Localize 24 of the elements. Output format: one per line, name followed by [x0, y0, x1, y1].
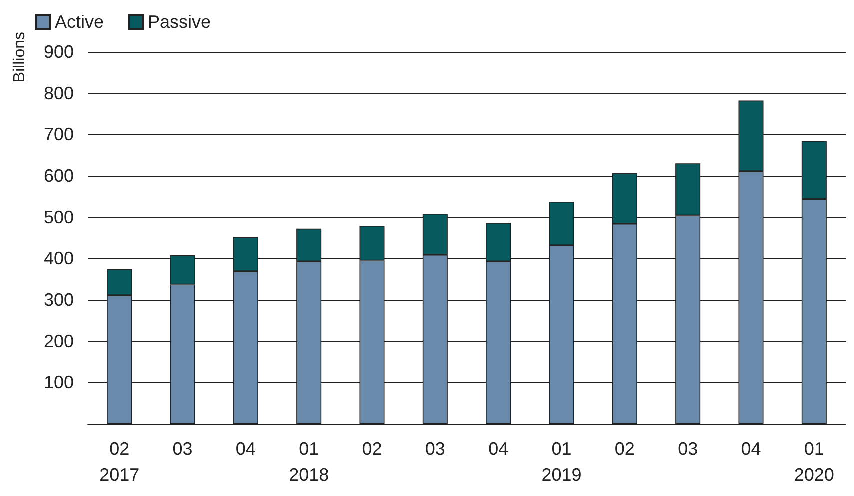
x-tick-label: 04 — [236, 439, 256, 459]
x-tick-label: 02 2017 — [100, 439, 140, 485]
x-tick-label: 03 — [425, 439, 446, 459]
x-tick-label: 01 2019 — [542, 439, 582, 485]
y-tick-label: 100 — [44, 372, 74, 393]
x-tick-label: 04 — [741, 439, 762, 459]
y-tick-label: 300 — [44, 290, 74, 310]
y-tick-label: 200 — [44, 331, 74, 352]
x-tick-label: 04 — [488, 439, 509, 459]
y-tick-label: 800 — [44, 83, 74, 104]
legend-label: Passive — [148, 12, 212, 32]
x-tick-label: 01 2018 — [289, 439, 330, 485]
y-tick-label: 600 — [44, 166, 74, 186]
x-tick-label: 02 — [362, 439, 382, 459]
x-tick-label: 03 — [172, 439, 193, 459]
legend-label: Active — [55, 12, 104, 32]
y-tick-label: 400 — [44, 248, 74, 269]
y-tick-label: 500 — [44, 207, 74, 228]
y-axis-title: Billions — [12, 32, 28, 83]
x-tick-label: 02 — [614, 439, 635, 459]
y-tick-label: 900 — [44, 42, 74, 62]
y-tick-label: 700 — [44, 124, 74, 145]
x-tick-label: 01 2020 — [794, 439, 834, 485]
x-tick-label: 03 — [678, 439, 698, 459]
